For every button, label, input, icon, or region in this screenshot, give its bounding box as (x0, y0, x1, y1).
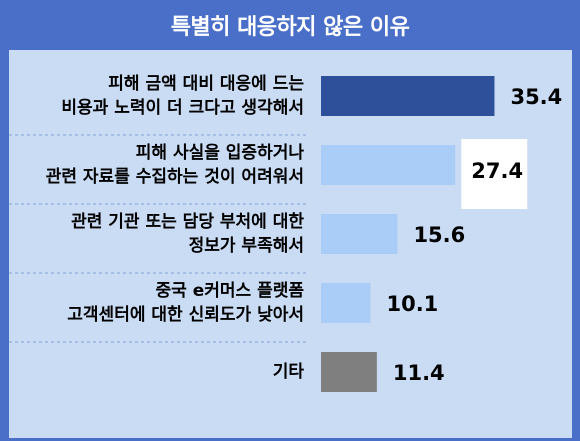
bar-3 (321, 214, 398, 254)
category-label-line: 고객센터에 대한 신뢰도가 낮아서 (67, 305, 304, 325)
category-label-line: 정보가 부족해서 (188, 236, 304, 256)
category-label-line: 피해 사실을 입증하거나 (135, 143, 304, 163)
frame-edge-left (0, 50, 9, 441)
category-label-5: 기타 (4, 360, 304, 384)
category-label-line: 관련 기관 또는 담당 부처에 대한 (71, 212, 304, 232)
bar-chart-svg: 35.4 27.4 15.6 10.1 11.4 (9, 76, 562, 392)
bar-2 (321, 145, 456, 185)
category-label-line: 중국 e커머스 플랫폼 (155, 281, 305, 301)
category-label-line: 피해 금액 대비 대응에 드는 (108, 74, 304, 94)
value-label-2: 27.4 (471, 159, 523, 183)
category-label-line: 비용과 노력이 더 크다고 생각해서 (61, 98, 304, 118)
value-highlight-box (461, 139, 528, 209)
bar-4 (321, 283, 371, 323)
value-label-1: 35.4 (510, 85, 562, 109)
value-label-3: 15.6 (413, 223, 465, 247)
frame-edge-right (572, 50, 580, 441)
bar-1 (321, 76, 495, 116)
value-label-5: 11.4 (393, 361, 445, 385)
category-label-line: 관련 자료를 수집하는 것이 어려워서 (45, 167, 304, 187)
category-label-line: 기타 (272, 362, 304, 382)
frame-edge-bottom (0, 438, 580, 441)
value-label-4: 10.1 (386, 292, 438, 316)
title-bar: 특별히 대응하지 않은 이유 (0, 0, 580, 50)
chart-title: 특별히 대응하지 않은 이유 (170, 15, 410, 40)
bar-5 (321, 352, 377, 392)
